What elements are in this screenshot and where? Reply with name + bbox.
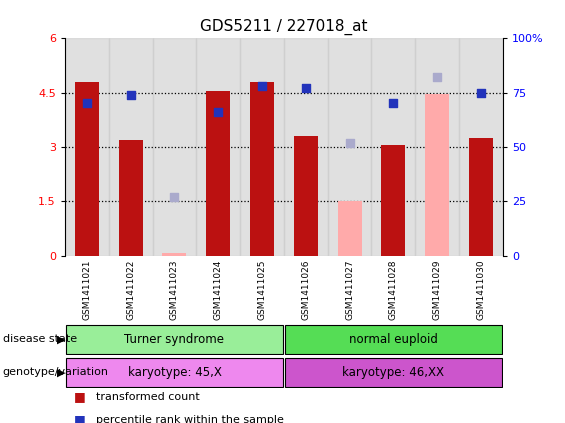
Bar [250, 82, 274, 256]
Bar [469, 138, 493, 256]
Text: GSM1411028: GSM1411028 [389, 259, 398, 320]
Bar [381, 145, 406, 256]
Text: GSM1411021: GSM1411021 [82, 259, 92, 320]
Text: ■: ■ [73, 414, 85, 423]
Text: GSM1411029: GSM1411029 [433, 259, 442, 320]
Bar [206, 91, 231, 256]
Bar [285, 325, 502, 354]
Point [301, 85, 310, 91]
Point [345, 139, 354, 146]
Bar [285, 358, 502, 387]
Text: GSM1411023: GSM1411023 [170, 259, 179, 320]
Point [389, 100, 398, 107]
Text: transformed count: transformed count [96, 392, 200, 402]
Bar [153, 38, 197, 256]
Text: percentile rank within the sample: percentile rank within the sample [96, 415, 284, 423]
Point [258, 82, 267, 89]
Bar [459, 38, 503, 256]
Text: normal euploid: normal euploid [349, 333, 438, 346]
Text: disease state: disease state [3, 335, 77, 344]
Bar [240, 38, 284, 256]
Bar [197, 38, 240, 256]
Bar [162, 253, 186, 256]
Text: GSM1411027: GSM1411027 [345, 259, 354, 320]
Bar [328, 38, 372, 256]
Text: GSM1411030: GSM1411030 [476, 259, 485, 320]
Point [476, 89, 485, 96]
Bar [66, 325, 283, 354]
Point [214, 109, 223, 115]
Text: GSM1411026: GSM1411026 [301, 259, 310, 320]
Text: genotype/variation: genotype/variation [3, 368, 109, 377]
Point [126, 91, 135, 98]
Bar [425, 94, 449, 256]
Bar [75, 82, 99, 256]
Point [82, 100, 92, 107]
Text: ▶: ▶ [56, 335, 66, 344]
Text: ■: ■ [73, 390, 85, 403]
Title: GDS5211 / 227018_at: GDS5211 / 227018_at [200, 19, 368, 36]
Text: karyotype: 46,XX: karyotype: 46,XX [342, 366, 445, 379]
Text: GSM1411024: GSM1411024 [214, 259, 223, 319]
Bar [66, 358, 283, 387]
Bar [294, 136, 318, 256]
Text: ▶: ▶ [56, 368, 66, 377]
Bar [65, 38, 109, 256]
Bar [108, 38, 153, 256]
Bar [284, 38, 328, 256]
Bar [119, 140, 143, 256]
Point [433, 74, 442, 81]
Text: GSM1411025: GSM1411025 [258, 259, 267, 320]
Bar [372, 38, 415, 256]
Bar [337, 201, 362, 256]
Text: GSM1411022: GSM1411022 [126, 259, 135, 319]
Bar [415, 38, 459, 256]
Point [170, 194, 179, 201]
Text: Turner syndrome: Turner syndrome [124, 333, 224, 346]
Text: karyotype: 45,X: karyotype: 45,X [128, 366, 221, 379]
